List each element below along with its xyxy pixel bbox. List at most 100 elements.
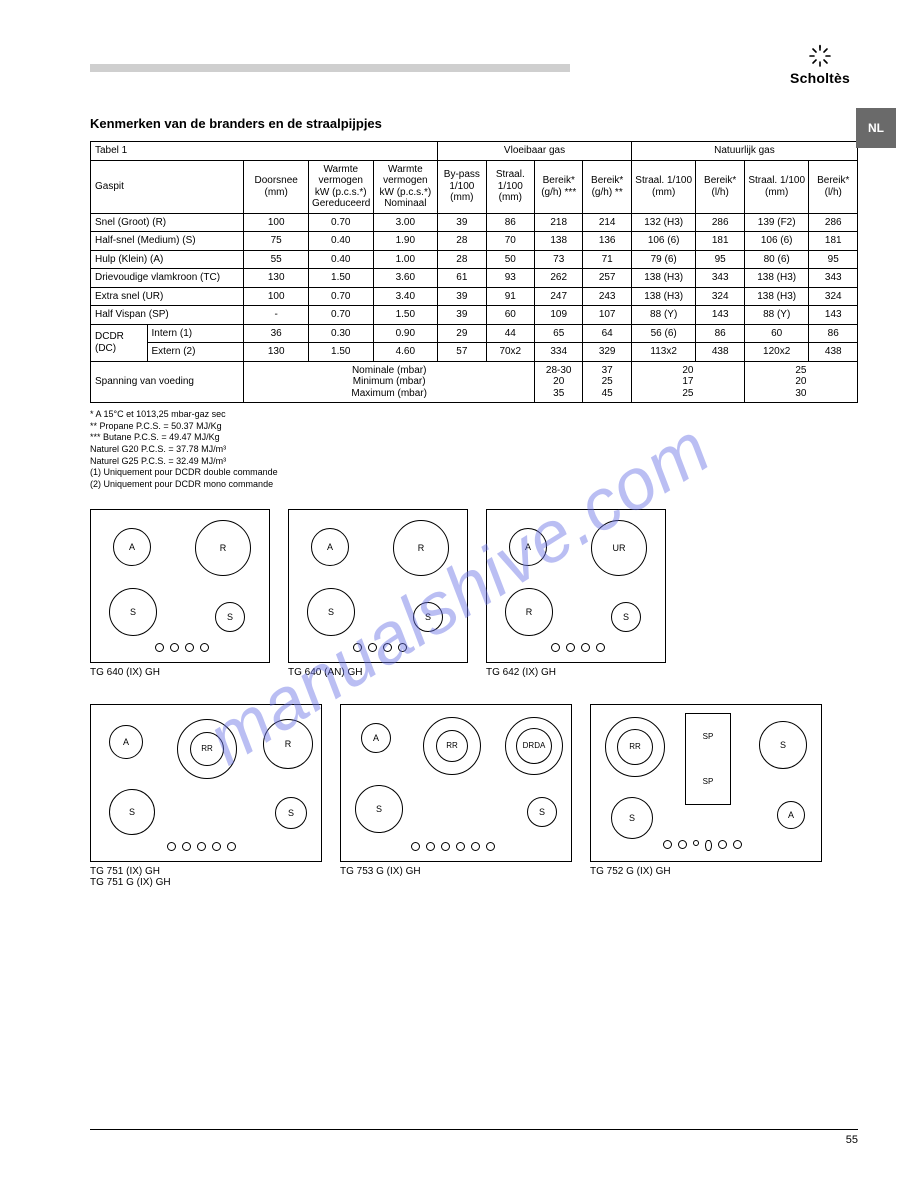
burner-circle: A <box>113 528 151 566</box>
knob-icon <box>705 840 712 851</box>
scholtes-sun-icon <box>808 44 832 68</box>
knob-icon <box>566 643 575 652</box>
footnote-line: Naturel G20 P.C.S. = 37.78 MJ/m³ <box>90 444 858 456</box>
supply-nom: Nominale (mbar) Minimum (mbar) Maximum (… <box>244 361 535 403</box>
table-cell: 95 <box>696 250 744 269</box>
burner-circle: S <box>215 602 245 632</box>
footnote-line: (2) Uniquement pour DCDR mono commande <box>90 479 858 491</box>
knob-row <box>551 643 605 652</box>
table-cell: 438 <box>696 343 744 362</box>
table-cell: 286 <box>696 213 744 232</box>
double-ring-burner: RR <box>423 717 481 775</box>
knob-icon <box>551 643 560 652</box>
table-row: DCDR (DC)Intern (1)360.300.902944656456 … <box>91 324 858 343</box>
table-cell: 44 <box>486 324 534 343</box>
hob-label: TG 640 (AN) GH <box>288 667 468 678</box>
table-col-header: Warmte vermogen kW (p.c.s.*) Gereduceerd <box>308 160 373 213</box>
hob-box: AURRS <box>486 509 666 663</box>
table-col-header: Straal. 1/100 (mm) <box>631 160 696 213</box>
knob-icon <box>678 840 687 849</box>
table-group-header: Vloeibaar gas <box>438 142 632 161</box>
knob-icon <box>663 840 672 849</box>
table-cell: 39 <box>438 287 486 306</box>
table-cell: 1.00 <box>373 250 438 269</box>
knob-icon <box>718 840 727 849</box>
table-cell: 106 (6) <box>631 232 696 251</box>
footnote-line: ** Propane P.C.S. = 50.37 MJ/Kg <box>90 421 858 433</box>
table-cell: 0.30 <box>308 324 373 343</box>
table-cell: 79 (6) <box>631 250 696 269</box>
table-cell: 56 (6) <box>631 324 696 343</box>
table-cell: 0.70 <box>308 306 373 325</box>
burner-circle: A <box>109 725 143 759</box>
knob-row <box>353 643 407 652</box>
supply-val: 28-30 20 35 <box>535 361 583 403</box>
table-cell: 247 <box>535 287 583 306</box>
table-col-header: Warmte vermogen kW (p.c.s.*) Nominaal <box>373 160 438 213</box>
knob-icon <box>170 643 179 652</box>
table-cell: 93 <box>486 269 534 288</box>
language-tab: NL <box>856 108 896 148</box>
table-cell: 3.40 <box>373 287 438 306</box>
table-cell: 55 <box>244 250 309 269</box>
table-cell: 138 (H3) <box>631 269 696 288</box>
burner-circle: A <box>509 528 547 566</box>
burner-name: DCDR (DC) <box>91 324 148 361</box>
burner-name: Half-snel (Medium) (S) <box>91 232 244 251</box>
table-cell: 0.70 <box>308 287 373 306</box>
burner-circle: R <box>263 719 313 769</box>
table-cell: 28 <box>438 232 486 251</box>
table-cell: 132 (H3) <box>631 213 696 232</box>
table-row: Hulp (Klein) (A)550.401.002850737179 (6)… <box>91 250 858 269</box>
hob-label: TG 752 G (IX) GH <box>590 866 822 877</box>
knob-icon <box>411 842 420 851</box>
table-cell: 36 <box>244 324 309 343</box>
footnote-line: * A 15°C et 1013,25 mbar-gaz sec <box>90 409 858 421</box>
table-cell: 324 <box>696 287 744 306</box>
table-cell: 1.90 <box>373 232 438 251</box>
table-row: Extra snel (UR)1000.703.403991247243138 … <box>91 287 858 306</box>
hob-diagram: RRSPSPSSATG 752 G (IX) GH <box>590 704 822 888</box>
hob-label: TG 642 (IX) GH <box>486 667 666 678</box>
knob-row <box>411 842 495 851</box>
hob-diagrams-row: ASRRRSTG 751 (IX) GH TG 751 G (IX) GHASR… <box>90 704 858 888</box>
table-cell: 0.40 <box>308 232 373 251</box>
burner-sub: Intern (1) <box>147 324 244 343</box>
table-cell: 0.40 <box>308 250 373 269</box>
supply-val: 37 25 45 <box>583 361 631 403</box>
table-cell: 286 <box>809 213 858 232</box>
knob-icon <box>197 842 206 851</box>
table-cell: 57 <box>438 343 486 362</box>
page-number: 55 <box>846 1134 858 1146</box>
table-col-header: Bereik* (g/h) ** <box>583 160 631 213</box>
table-cell: 60 <box>486 306 534 325</box>
burner-circle: R <box>195 520 251 576</box>
knob-icon <box>693 840 699 846</box>
knob-icon <box>383 643 392 652</box>
table-group-header: Tabel 1 <box>91 142 438 161</box>
hob-diagram: ARSSTG 640 (IX) GH <box>90 509 270 678</box>
fishpan-plate: SPSP <box>685 713 731 805</box>
burner-circle: S <box>527 797 557 827</box>
table-cell: 39 <box>438 213 486 232</box>
table-col-header: Bereik* (l/h) <box>809 160 858 213</box>
burner-label: SP <box>703 777 714 786</box>
hob-box: ASRRRS <box>90 704 322 862</box>
table-cell: 1.50 <box>308 343 373 362</box>
table-cell: 329 <box>583 343 631 362</box>
table-cell: 106 (6) <box>744 232 809 251</box>
knob-icon <box>368 643 377 652</box>
table-col-header: Bereik* (g/h) *** <box>535 160 583 213</box>
burner-circle: S <box>611 797 653 839</box>
table-cell: 262 <box>535 269 583 288</box>
burner-circle: UR <box>591 520 647 576</box>
table-cell: 4.60 <box>373 343 438 362</box>
knob-icon <box>353 643 362 652</box>
hob-box: ARSS <box>90 509 270 663</box>
footnote-line: *** Butane P.C.S. = 49.47 MJ/Kg <box>90 432 858 444</box>
table-col-header: Gaspit <box>91 160 244 213</box>
table-cell: 343 <box>696 269 744 288</box>
burner-spec-table: Tabel 1 Vloeibaar gas Natuurlijk gas Gas… <box>90 141 858 403</box>
knob-icon <box>581 643 590 652</box>
brand-logo: Scholtès <box>790 44 850 88</box>
